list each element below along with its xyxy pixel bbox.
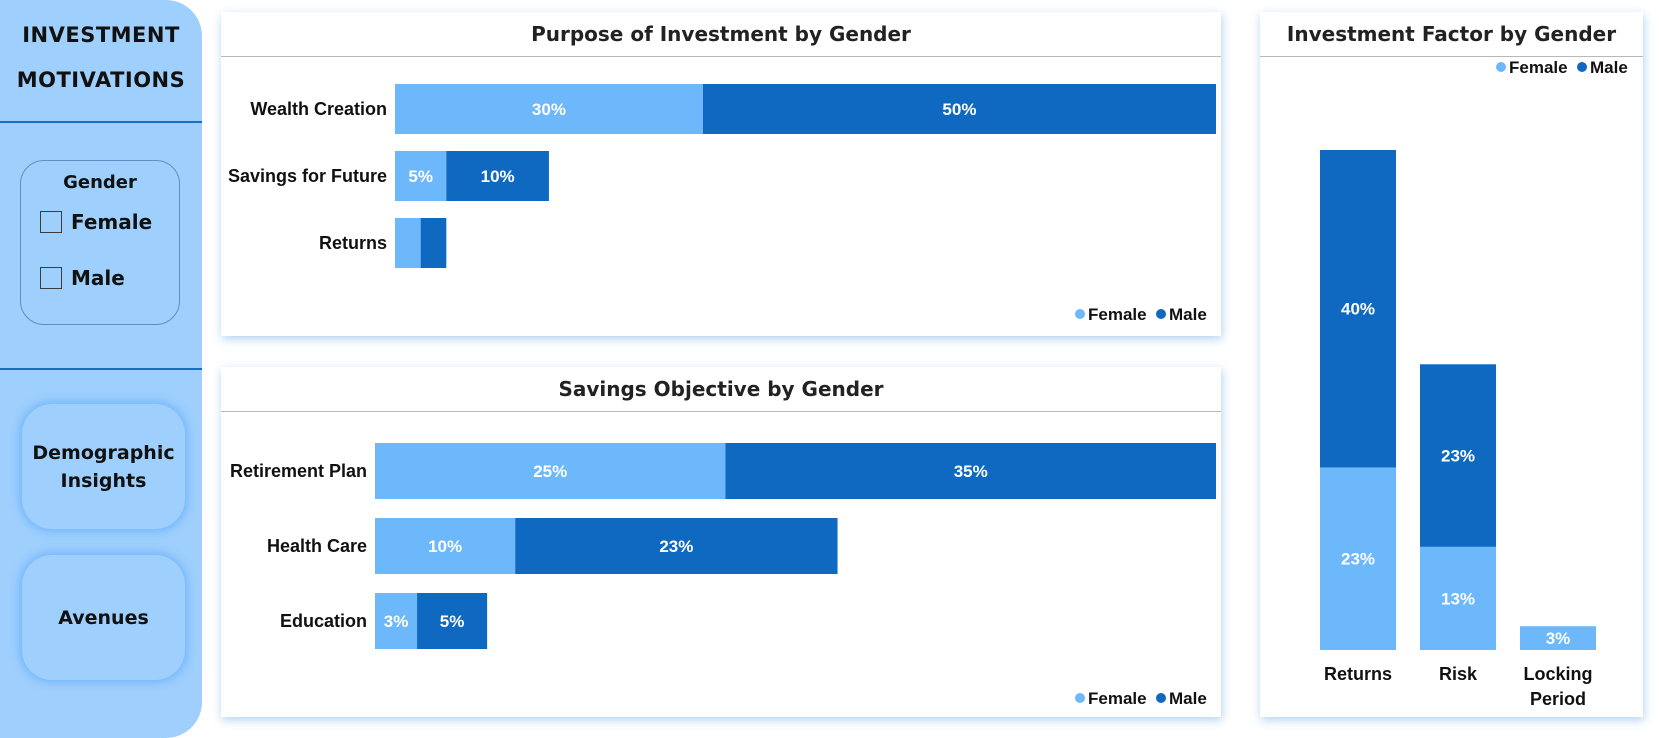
- demographic-insights-label: Demographic Insights: [32, 441, 175, 492]
- legend-dot-female: [1496, 62, 1506, 72]
- demographic-insights-button[interactable]: Demographic Insights: [22, 404, 185, 529]
- data-label-male-risk: 23%: [1441, 447, 1475, 466]
- factor-chart-panel: Investment Factor by Gender 23% 40% Return…: [1260, 12, 1643, 717]
- data-label-male-education: 5%: [440, 612, 465, 631]
- bar-female-locking-period: [1520, 626, 1596, 650]
- factor-chart-title: Investment Factor by Gender: [1286, 22, 1617, 46]
- legend-label-male: Male: [1169, 689, 1207, 708]
- data-label-female-savings-for-future: 5%: [408, 167, 433, 186]
- female-checkbox[interactable]: [40, 211, 62, 233]
- bar-male-wealth-creation: [702, 84, 1216, 134]
- factor-chart-title-rule: [1260, 56, 1643, 57]
- legend-label-female: Female: [1088, 689, 1147, 708]
- slicer-option-female[interactable]: Female: [40, 209, 152, 235]
- purpose-chart-panel: Purpose of Investment by Gender Wealth C…: [221, 12, 1221, 336]
- bar-male-returns: [1320, 150, 1396, 468]
- data-label-female-retirement-plan: 25%: [533, 462, 567, 481]
- category-label-returns: Returns: [319, 233, 387, 253]
- category-label-savings-for-future: Savings for Future: [228, 166, 387, 186]
- bar-male-education: [417, 593, 488, 649]
- legend-dot-female: [1075, 693, 1085, 703]
- savings-chart-panel: Savings Objective by Gender Retirement P…: [221, 367, 1221, 717]
- legend-label-male: Male: [1169, 305, 1207, 324]
- data-label-female-education: 3%: [384, 612, 409, 631]
- bar-female-risk: [1420, 546, 1496, 650]
- category-label-wealth-creation: Wealth Creation: [250, 99, 387, 119]
- bar-female-education: [375, 593, 418, 649]
- category-label-period: Period: [1530, 689, 1586, 709]
- data-label-female-returns: 23%: [1341, 550, 1375, 569]
- bar-female-wealth-creation: [395, 84, 703, 134]
- bar-male-retirement-plan: [725, 443, 1216, 499]
- bar-female-retirement-plan: [375, 443, 726, 499]
- slicer-option-label: Female: [71, 210, 153, 234]
- data-label-male-wealth-creation: 50%: [942, 100, 976, 119]
- savings-chart: Retirement Plan 25% 35% Health Care 10% 23% Ed…: [230, 443, 1216, 708]
- legend-dot-male: [1156, 693, 1166, 703]
- slicer-option-label: Male: [71, 266, 125, 290]
- sidebar-title-line2: MOTIVATIONS: [16, 68, 186, 92]
- gender-slicer: Gender Female Male: [20, 160, 180, 325]
- legend-label-female: Female: [1509, 58, 1568, 77]
- category-label-risk: Risk: [1439, 664, 1478, 684]
- avenues-label: Avenues: [58, 606, 149, 629]
- sidebar-title-line1: INVESTMENT: [22, 23, 180, 47]
- data-label-male-returns: 40%: [1341, 300, 1375, 319]
- legend-dot-male: [1156, 309, 1166, 319]
- bar-male-savings-for-future: [446, 151, 549, 201]
- bar-male-health-care: [515, 518, 838, 574]
- data-label-female-locking-period: 3%: [1546, 629, 1571, 648]
- sidebar-divider-top: [0, 121, 202, 123]
- legend-dot-female: [1075, 309, 1085, 319]
- category-label-returns: Returns: [1324, 664, 1392, 684]
- slicer-title: Gender: [63, 172, 137, 193]
- purpose-chart-title-rule: [221, 56, 1221, 57]
- category-label-retirement-plan: Retirement Plan: [230, 461, 367, 481]
- legend-label-male: Male: [1590, 58, 1628, 77]
- category-label-health-care: Health Care: [267, 536, 367, 556]
- legend-label-female: Female: [1088, 305, 1147, 324]
- savings-chart-title: Savings Objective by Gender: [558, 377, 884, 401]
- bar-male-risk: [1420, 364, 1496, 547]
- data-label-male-savings-for-future: 10%: [481, 167, 515, 186]
- purpose-chart-title: Purpose of Investment by Gender: [531, 22, 911, 46]
- category-label-education: Education: [280, 611, 367, 631]
- bar-female-returns: [1320, 467, 1396, 650]
- slicer-option-male[interactable]: Male: [40, 265, 125, 291]
- savings-chart-title-rule: [221, 411, 1221, 412]
- bar-female-savings-for-future: [395, 151, 447, 201]
- data-label-male-health-care: 23%: [659, 537, 693, 556]
- data-label-female-risk: 13%: [1441, 589, 1475, 608]
- factor-chart: 23% 40% Returns 13% 23% Risk 3% Locking Period Fe…: [1320, 58, 1628, 709]
- bar-female-returns: [395, 218, 421, 268]
- bar-male-returns: [420, 218, 447, 268]
- category-label-locking: Locking: [1523, 664, 1592, 684]
- data-label-female-health-care: 10%: [428, 537, 462, 556]
- data-label-female-wealth-creation: 30%: [532, 100, 566, 119]
- bar-female-health-care: [375, 518, 516, 574]
- legend-dot-male: [1577, 62, 1587, 72]
- avenues-button[interactable]: Avenues: [22, 555, 185, 680]
- purpose-chart: Wealth Creation 30% 50% Savings for Future 5…: [228, 84, 1216, 324]
- sidebar-divider-bottom: [0, 368, 202, 370]
- data-label-male-retirement-plan: 35%: [954, 462, 988, 481]
- male-checkbox[interactable]: [40, 267, 62, 289]
- sidebar: INVESTMENT MOTIVATIONS Gender Female Mal…: [0, 0, 202, 738]
